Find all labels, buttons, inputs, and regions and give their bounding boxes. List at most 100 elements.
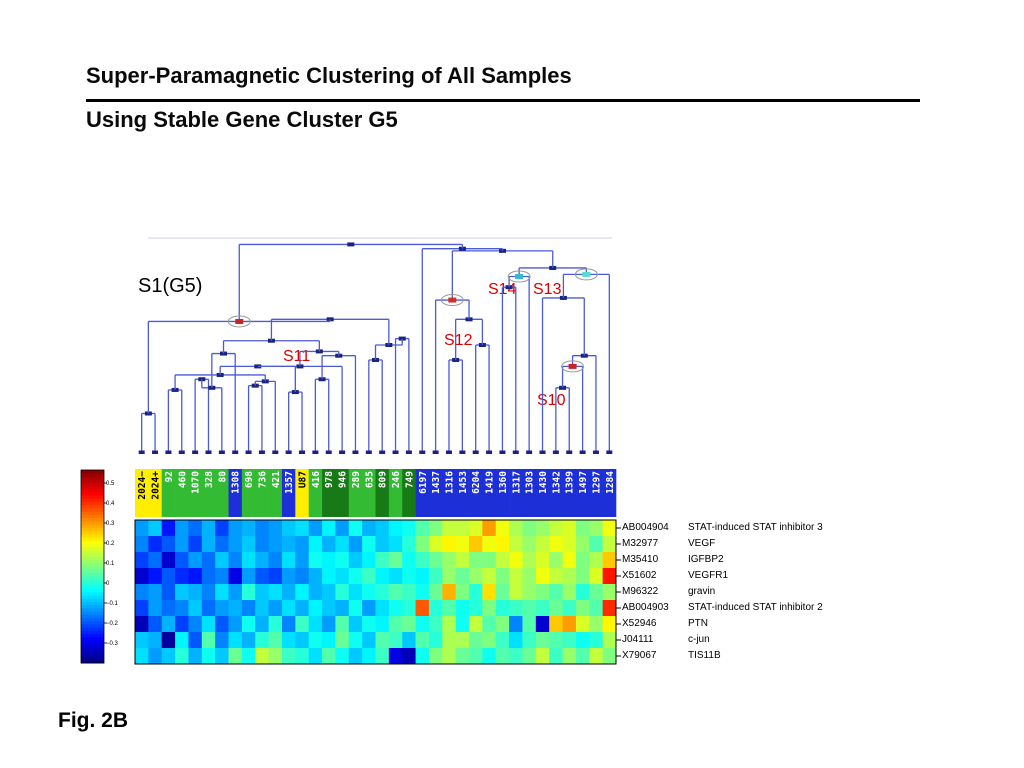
cluster-highlight-node [235, 318, 244, 324]
gene-name: STAT-induced STAT inhibitor 3 [688, 522, 823, 533]
dendrogram-leaf [405, 450, 412, 454]
dendrogram-leaf [138, 450, 145, 454]
heatmap-cell [188, 520, 203, 537]
sample-color-cell [241, 469, 256, 517]
dendrogram-leaf [592, 450, 599, 454]
sample-color-cell [215, 469, 229, 517]
heatmap-cell [268, 648, 283, 665]
heatmap-cell [375, 520, 390, 537]
heatmap-cell [135, 648, 149, 665]
heatmap-cell [281, 536, 296, 553]
sample-label: 92 [164, 471, 175, 482]
heatmap-cell [575, 568, 590, 585]
heatmap-cell [562, 632, 577, 649]
heatmap-cell [161, 648, 176, 665]
dendrogram-leaf [218, 450, 225, 454]
heatmap-cell [201, 520, 216, 537]
heatmap-cell [148, 648, 163, 665]
heatmap-cell [348, 600, 363, 617]
sample-color-cell [135, 469, 149, 517]
heatmap-cell [535, 584, 550, 601]
colorbar-tick-label: 0.5 [106, 481, 115, 487]
heatmap-cell [482, 648, 497, 665]
heatmap-cell [161, 632, 176, 649]
heatmap-cell [388, 520, 403, 537]
cluster-highlight-ring [507, 270, 531, 283]
heatmap-cell [241, 648, 256, 665]
heatmap-cell [455, 584, 470, 601]
heatmap-cell [375, 568, 390, 585]
cluster-highlight-ring [561, 360, 585, 373]
heatmap-cell [148, 616, 163, 633]
heatmap-cell [228, 520, 243, 537]
heatmap-cell [322, 536, 336, 553]
sample-color-cell [348, 469, 363, 517]
heatmap-cell [482, 536, 497, 553]
heatmap-cell [335, 536, 350, 553]
heatmap-cell [335, 568, 350, 585]
colorbar-step [81, 582, 104, 587]
heatmap-cell [495, 568, 510, 585]
heatmap-cell [455, 616, 470, 633]
heatmap-cell [482, 552, 497, 569]
heatmap-cell [188, 600, 203, 617]
heatmap-cell [509, 632, 523, 649]
heatmap-cell [535, 600, 550, 617]
heatmap-cell [562, 584, 577, 601]
colorbar-step [81, 630, 104, 635]
colorbar-step [81, 502, 104, 506]
heatmap-cell [228, 552, 243, 569]
heatmap-cell [268, 568, 283, 585]
heatmap-cell [415, 648, 430, 665]
heatmap-cell [602, 520, 617, 537]
heatmap-cell [469, 648, 483, 665]
heatmap-cell [362, 584, 376, 601]
heatmap-cell [268, 616, 283, 633]
heatmap-cell [509, 616, 523, 633]
colorbar-step [81, 608, 104, 613]
heatmap-cell [161, 536, 176, 553]
dendrogram-leaf [285, 450, 292, 454]
heatmap-cell [188, 616, 203, 633]
heatmap-cell [201, 648, 216, 665]
colorbar-step [81, 486, 104, 490]
sample-color-cell [148, 469, 163, 517]
heatmap-cell [135, 520, 149, 537]
heatmap-cell [255, 568, 270, 585]
colorbar-step [81, 563, 104, 567]
heatmap-cell [482, 520, 497, 537]
colorbar-step [81, 550, 104, 555]
heatmap-cell [362, 648, 376, 665]
heatmap-cell [322, 552, 336, 569]
heatmap-cell [402, 632, 416, 649]
sample-label: 416 [311, 471, 322, 488]
heatmap-cell [549, 520, 563, 537]
dendrogram-leaf [152, 450, 159, 454]
colorbar-step [81, 595, 104, 600]
sample-label: 289 [351, 471, 362, 488]
heatmap-cell [482, 568, 497, 585]
heatmap-cell [455, 632, 470, 649]
colorbar-tick-label: 0.4 [106, 501, 115, 507]
colorbar-step [81, 634, 104, 638]
heatmap-cell [241, 584, 256, 601]
heatmap-cell [535, 520, 550, 537]
sample-color-cell [428, 469, 443, 517]
colorbar-step [81, 576, 104, 580]
heatmap-cell [562, 520, 577, 537]
heatmap-cell [375, 584, 390, 601]
sample-label: 328 [204, 471, 215, 488]
heatmap-cell [241, 568, 256, 585]
heatmap-cell [335, 552, 350, 569]
heatmap-cell [469, 632, 483, 649]
heatmap-cell [308, 536, 323, 553]
heatmap-cell [495, 632, 510, 649]
heatmap-cell [575, 616, 590, 633]
colorbar-step [81, 560, 104, 564]
cluster-highlight-node [568, 363, 577, 369]
heatmap-cell [549, 600, 563, 617]
heatmap-cell [255, 616, 270, 633]
heatmap-cell [348, 632, 363, 649]
heatmap-cell [549, 632, 563, 649]
dendrogram-leaf [232, 450, 239, 454]
